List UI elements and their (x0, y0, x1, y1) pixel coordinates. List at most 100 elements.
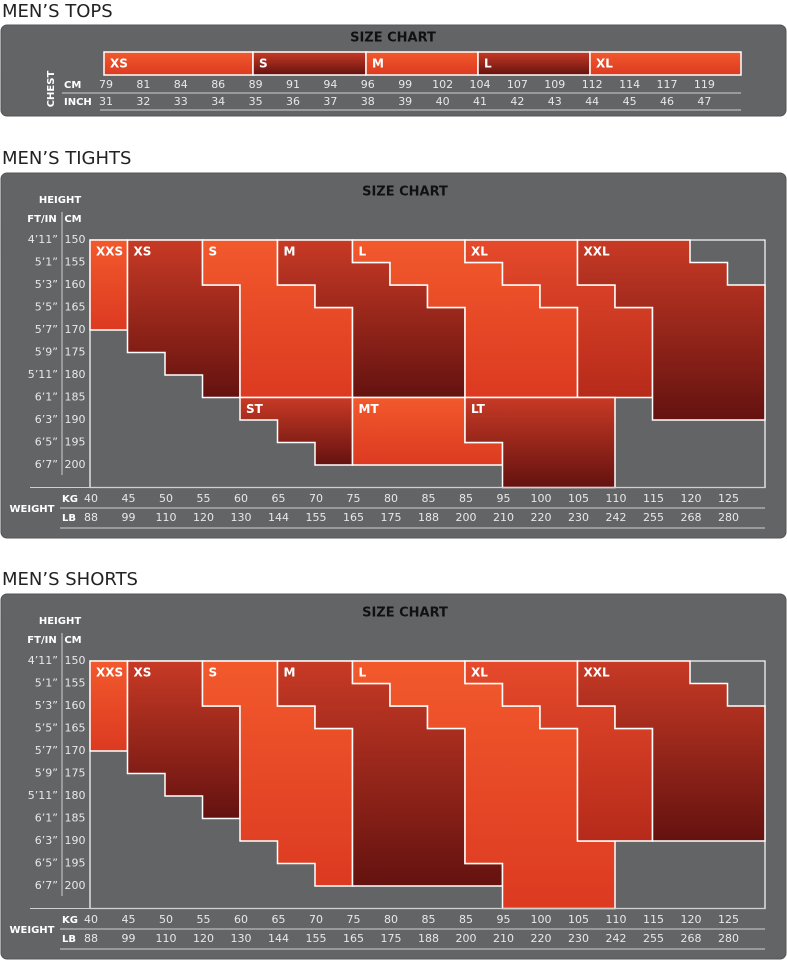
height-ftin: 5’1” (35, 677, 58, 690)
height-cm: 155 (65, 256, 86, 269)
weight-kg: 75 (347, 492, 361, 505)
size-label: S (259, 57, 268, 71)
height-cm: 170 (65, 744, 86, 757)
weight-kg: 105 (568, 913, 589, 926)
chest-label: CHEST (46, 71, 57, 108)
ftin-label: FT/IN (27, 635, 56, 646)
weight-kg: 80 (384, 492, 398, 505)
height-ftin: 6’7” (35, 879, 58, 892)
weight-kg: 95 (497, 913, 511, 926)
size-label: XXS (96, 245, 123, 259)
weight-lb: 200 (456, 511, 477, 524)
weight-lb: 165 (343, 511, 364, 524)
height-cm: 150 (65, 233, 86, 246)
height-cm: 190 (65, 413, 86, 426)
weight-kg: 95 (497, 492, 511, 505)
size-label: XXL (584, 245, 611, 259)
size-label: M (284, 245, 296, 259)
height-label: HEIGHT (39, 616, 81, 627)
weight-lb: 110 (156, 932, 177, 945)
weight-lb: 255 (643, 932, 664, 945)
chest-cm: 99 (398, 78, 412, 91)
weight-kg: 125 (718, 492, 739, 505)
weight-lb: 120 (193, 511, 214, 524)
weight-kg: 85 (422, 913, 436, 926)
chest-cm: 89 (249, 78, 263, 91)
weight-label: WEIGHT (10, 925, 55, 936)
weight-kg: 60 (234, 492, 248, 505)
size-label: XS (110, 57, 128, 71)
weight-lb: 255 (643, 511, 664, 524)
chest-inch: 39 (398, 95, 412, 108)
chest-inch: 45 (623, 95, 637, 108)
height-ftin: 6’7” (35, 458, 58, 471)
weight-lb: 268 (681, 932, 702, 945)
size-bar (477, 51, 591, 76)
size-label: L (359, 245, 367, 259)
size-region (576, 660, 766, 842)
ftin-label: FT/IN (27, 214, 56, 225)
chest-cm: 117 (657, 78, 678, 91)
size-region (464, 239, 654, 399)
chest-inch: 32 (136, 95, 150, 108)
size-label: XXL (584, 666, 611, 680)
height-cm: 200 (65, 879, 86, 892)
height-cm: 180 (65, 789, 86, 802)
weight-lb: 280 (718, 932, 739, 945)
weight-kg: 120 (681, 492, 702, 505)
section-title: MEN’S SHORTS (2, 569, 138, 590)
chest-inch: 40 (436, 95, 450, 108)
chest-inch: 35 (249, 95, 263, 108)
weight-lb: 230 (568, 932, 589, 945)
chest-cm: 112 (582, 78, 603, 91)
size-label: XL (596, 57, 613, 71)
kg-label: KG (62, 494, 78, 505)
weight-lb: 144 (268, 932, 289, 945)
height-ftin: 5’5” (35, 722, 58, 735)
height-cm: 170 (65, 323, 86, 336)
height-cm: 190 (65, 834, 86, 847)
chest-cm: 107 (507, 78, 528, 91)
height-ftin: 5’3” (35, 278, 58, 291)
chest-inch: 43 (548, 95, 562, 108)
height-ftin: 6’5” (35, 857, 58, 870)
weight-kg: 85 (459, 913, 473, 926)
height-cm: 195 (65, 436, 86, 449)
height-ftin: 6’3” (35, 413, 58, 426)
weight-lb: 130 (231, 511, 252, 524)
chest-inch: 46 (660, 95, 674, 108)
chest-cm: 94 (323, 78, 337, 91)
height-cm: 160 (65, 699, 86, 712)
height-cm: 160 (65, 278, 86, 291)
chest-inch: 34 (211, 95, 225, 108)
weight-lb: 200 (456, 932, 477, 945)
weight-lb: 220 (531, 511, 552, 524)
height-ftin: 5’5” (35, 301, 58, 314)
chest-cm: 86 (211, 78, 225, 91)
weight-lb: 130 (231, 932, 252, 945)
size-label: XS (134, 666, 152, 680)
weight-lb: 88 (84, 932, 98, 945)
chest-inch: 47 (697, 95, 711, 108)
height-cm: 155 (65, 677, 86, 690)
chart-title: SIZE CHART (362, 185, 448, 200)
weight-kg: 65 (272, 913, 286, 926)
height-ftin: 5’7” (35, 744, 58, 757)
weight-lb: 242 (606, 932, 627, 945)
chest-cm: 102 (432, 78, 453, 91)
weight-kg: 40 (84, 492, 98, 505)
section-title: MEN’S TIGHTS (2, 148, 131, 169)
height-cm: 165 (65, 722, 86, 735)
chest-cm: 84 (174, 78, 188, 91)
size-region (126, 239, 241, 399)
size-label: XXS (96, 666, 123, 680)
weight-kg: 55 (197, 492, 211, 505)
weight-kg: 70 (309, 492, 323, 505)
chest-inch: 42 (510, 95, 524, 108)
size-label: S (209, 245, 218, 259)
height-ftin: 6’3” (35, 834, 58, 847)
weight-kg: 80 (384, 913, 398, 926)
size-label: L (359, 666, 367, 680)
chest-cm: 96 (361, 78, 375, 91)
chart-title: SIZE CHART (350, 31, 436, 46)
